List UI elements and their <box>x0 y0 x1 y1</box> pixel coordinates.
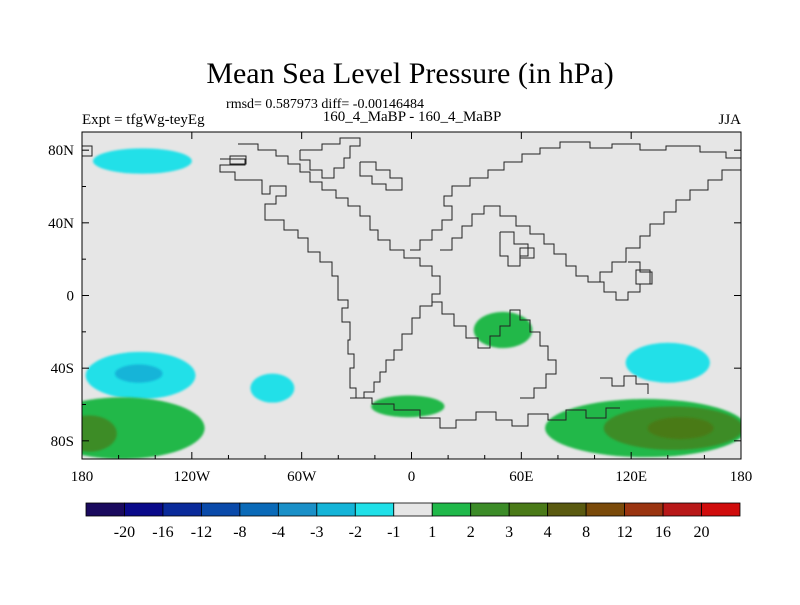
colorbar-swatch <box>201 502 241 517</box>
colorbar-label: 3 <box>505 524 513 541</box>
colorbar-swatch <box>662 502 702 517</box>
colorbar-swatch <box>85 502 125 517</box>
coastline-island-block <box>635 269 651 285</box>
colorbar-swatch <box>547 502 587 517</box>
anomaly-region-arctic-cyan <box>92 148 192 174</box>
colorbar-swatch <box>508 502 549 517</box>
anomaly-fills <box>82 148 741 459</box>
colorbar-label: 2 <box>467 524 475 541</box>
coastline-southeast-asia <box>592 261 653 301</box>
colorbar-label: -8 <box>233 524 246 541</box>
colorbar-swatch <box>624 502 664 517</box>
y-tick-label: 80S <box>51 434 74 450</box>
colorbar-swatch <box>393 502 433 517</box>
colorbar-label: 12 <box>617 524 633 541</box>
colorbar-swatch <box>277 502 318 517</box>
season-label: JJA <box>718 112 741 128</box>
coastline-island-block <box>519 247 535 259</box>
anomaly-region-indian-ocean-cyan <box>625 342 710 383</box>
x-tick-label: 60E <box>509 469 533 485</box>
colorbar-swatch <box>431 502 472 517</box>
x-tick-label: 0 <box>408 469 416 485</box>
experiment-label: Expt = tfgWg-teyEg <box>82 112 205 128</box>
coastline-greenland <box>299 137 361 179</box>
colorbar-label: -2 <box>349 524 362 541</box>
anomaly-region-southern-ocean-dark-west <box>82 415 117 452</box>
map-area <box>82 132 741 459</box>
map-axes: 180 120W 60W 0 60E 120E 180 80N 40N 0 40S 80S <box>48 132 752 485</box>
colorbar-swatch <box>585 502 625 517</box>
colorbar-swatch <box>162 502 202 517</box>
y-tick-label: 40S <box>51 361 74 377</box>
coastline-africa <box>432 301 557 399</box>
chart-title: Mean Sea Level Pressure (in hPa) <box>206 57 613 90</box>
y-tick-label: 40N <box>48 216 74 232</box>
coastline-arctic-islands <box>359 161 403 191</box>
colorbar-swatch <box>239 502 279 517</box>
anomaly-region-africa-green <box>473 311 533 349</box>
anomaly-region-south-atlantic-green <box>371 395 445 418</box>
colorbar-label: 20 <box>694 524 710 541</box>
colorbar-label: -12 <box>191 524 212 541</box>
anomaly-region-south-america-cyan <box>250 373 295 403</box>
coastline-americas <box>219 143 441 399</box>
coastline-island-block <box>82 145 93 157</box>
anomaly-region-southern-ocean-darker-east <box>647 417 714 440</box>
colorbar-swatch <box>470 502 510 517</box>
colorbar-swatch <box>354 502 395 517</box>
colorbar-label: -20 <box>114 524 135 541</box>
x-tick-label: 180 <box>71 469 94 485</box>
colorbar-label: -3 <box>310 524 323 541</box>
chart-subtitle: rmsd= 0.587973 diff= -0.00146484 <box>226 97 424 112</box>
colorbar: -20 -16 -12 -8 -4 -3 -2 -1 1 2 3 4 8 12 16 20 <box>85 502 741 541</box>
colorbar-label: -16 <box>152 524 173 541</box>
colorbar-swatch <box>701 502 741 517</box>
anomaly-region-south-pacific-blue <box>114 364 163 383</box>
x-tick-label: 120W <box>173 469 211 485</box>
coastline-island-block <box>229 155 247 165</box>
comparison-label: 160_4_MaBP - 160_4_MaBP <box>323 109 502 125</box>
colorbar-label: 16 <box>655 524 671 541</box>
coastline-indian-ocean-islands <box>600 375 649 394</box>
colorbar-label: 8 <box>582 524 590 541</box>
x-tick-label: 120E <box>615 469 647 485</box>
colorbar-label: -1 <box>387 524 400 541</box>
x-tick-label: 60W <box>287 469 317 485</box>
colorbar-label: 1 <box>428 524 436 541</box>
x-tick-label: 180 <box>730 469 753 485</box>
colorbar-swatch <box>316 502 356 517</box>
y-tick-label: 80N <box>48 143 74 159</box>
colorbar-swatch <box>124 502 164 517</box>
colorbar-label: -4 <box>272 524 285 541</box>
y-tick-label: 0 <box>67 289 75 305</box>
coastline-eurasia <box>410 141 741 283</box>
colorbar-label: 4 <box>544 524 552 541</box>
coastline-antarctic-margin <box>350 397 620 429</box>
anomaly-region-southern-ocean-green-west <box>82 397 205 459</box>
